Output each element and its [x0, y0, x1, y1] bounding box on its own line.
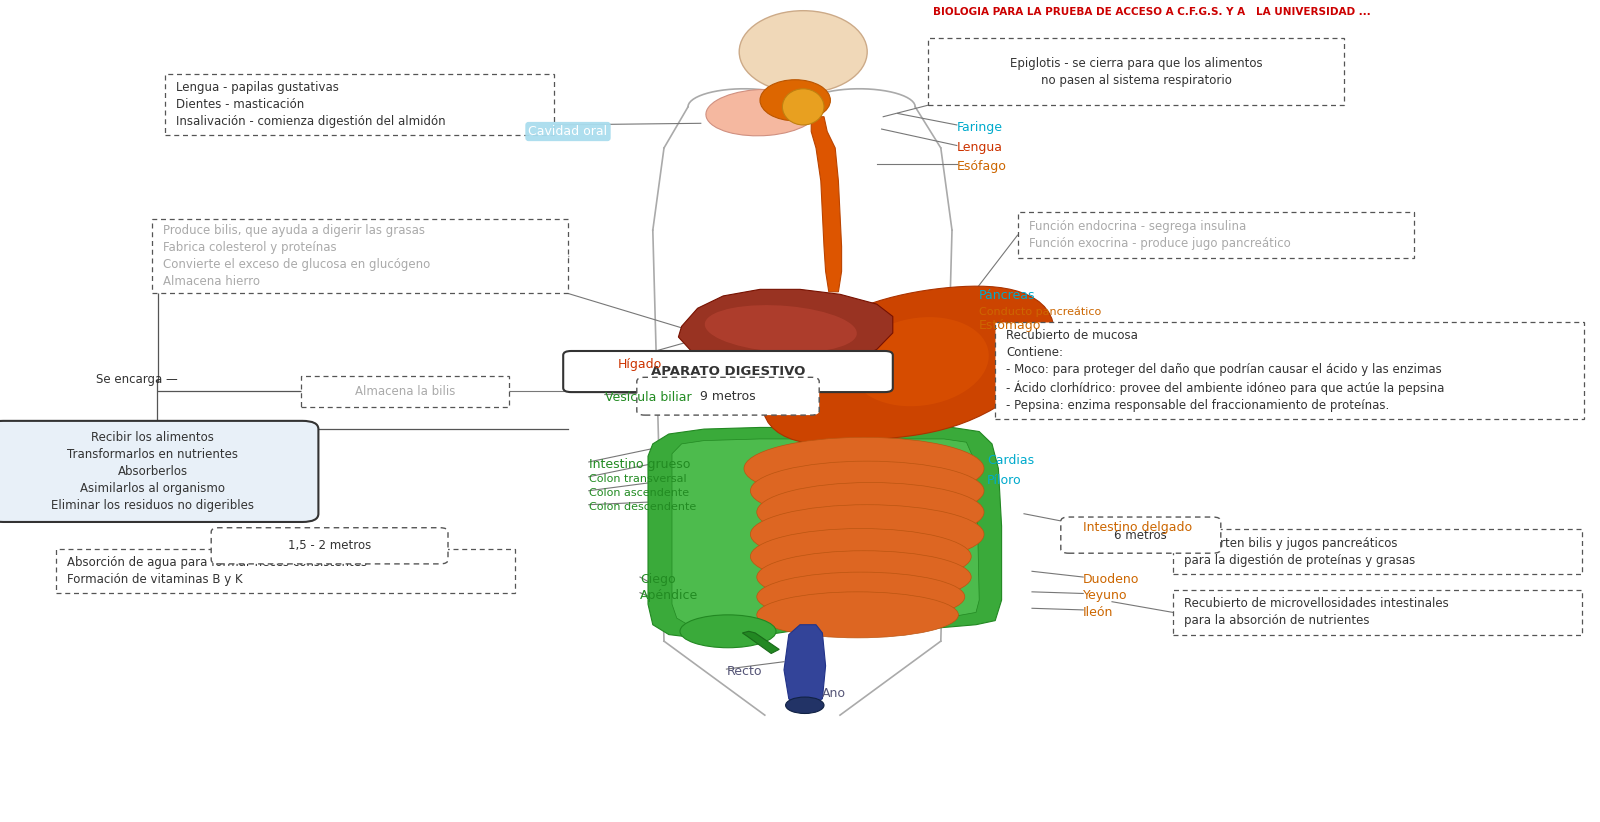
Polygon shape	[678, 289, 893, 376]
Text: Recto: Recto	[726, 665, 762, 678]
Text: Vesícula biliar: Vesícula biliar	[605, 390, 691, 404]
Text: Intestino grueso: Intestino grueso	[589, 458, 690, 471]
Text: Hígado: Hígado	[618, 358, 662, 371]
Text: BIOLOGIA PARA LA PRUEBA DE ACCESO A C.F.G.S. Y A   LA UNIVERSIDAD ...: BIOLOGIA PARA LA PRUEBA DE ACCESO A C.F.…	[933, 7, 1371, 16]
Text: Faringe: Faringe	[957, 121, 1003, 134]
FancyBboxPatch shape	[1061, 517, 1221, 553]
FancyBboxPatch shape	[637, 377, 819, 415]
Text: APARATO DIGESTIVO: APARATO DIGESTIVO	[651, 365, 805, 378]
Polygon shape	[648, 427, 1002, 638]
FancyBboxPatch shape	[56, 549, 515, 593]
Text: Lengua - papilas gustativas
Dientes - masticación
Insalivación - comienza digest: Lengua - papilas gustativas Dientes - ma…	[176, 81, 446, 128]
Ellipse shape	[760, 80, 830, 121]
Polygon shape	[718, 372, 763, 413]
Text: 9 metros: 9 metros	[701, 390, 755, 403]
Polygon shape	[672, 439, 979, 627]
Text: Función endocrina - segrega insulina
Función exocrina - produce jugo pancreático: Función endocrina - segrega insulina Fun…	[1029, 220, 1291, 250]
Polygon shape	[763, 286, 1054, 444]
Text: Cavidad oral: Cavidad oral	[528, 125, 608, 138]
Text: Intestino delgado: Intestino delgado	[1083, 521, 1192, 534]
Text: Duodeno: Duodeno	[1083, 573, 1139, 586]
Ellipse shape	[757, 483, 984, 542]
Text: Cardias: Cardias	[987, 454, 1034, 467]
Text: Páncreas: Páncreas	[979, 289, 1035, 302]
Text: Píloro: Píloro	[987, 474, 1022, 487]
FancyBboxPatch shape	[301, 376, 509, 407]
Text: Ileón: Ileón	[1083, 606, 1114, 619]
Ellipse shape	[704, 305, 858, 353]
Text: Ano: Ano	[822, 687, 846, 700]
Polygon shape	[784, 90, 822, 107]
Ellipse shape	[757, 551, 971, 603]
FancyBboxPatch shape	[995, 322, 1584, 419]
FancyBboxPatch shape	[165, 74, 554, 135]
Text: Recubierto de mucosa
Contiene:
- Moco: para proteger del daño que podrían causar: Recubierto de mucosa Contiene: - Moco: p…	[1006, 329, 1445, 413]
Polygon shape	[784, 625, 826, 704]
FancyBboxPatch shape	[928, 38, 1344, 105]
Text: Produce bilis, que ayuda a digerir las grasas
Fabrica colesterol y proteínas
Con: Produce bilis, que ayuda a digerir las g…	[163, 224, 430, 289]
Polygon shape	[742, 631, 779, 653]
Ellipse shape	[757, 572, 965, 621]
Text: Yeyuno: Yeyuno	[1083, 589, 1128, 603]
Text: Se encarga —: Se encarga —	[96, 373, 178, 386]
FancyBboxPatch shape	[152, 219, 568, 293]
Text: Esófago: Esófago	[957, 160, 1006, 173]
Ellipse shape	[786, 697, 824, 713]
FancyBboxPatch shape	[1173, 590, 1582, 635]
FancyBboxPatch shape	[563, 351, 893, 392]
Text: Ciego: Ciego	[640, 573, 675, 586]
Ellipse shape	[757, 592, 958, 638]
Text: Lengua: Lengua	[957, 141, 1003, 155]
FancyBboxPatch shape	[0, 421, 318, 522]
Text: Absorción de agua para formar heces consistentes
Formación de vitaminas B y K: Absorción de agua para formar heces cons…	[67, 556, 368, 586]
Text: Colon transversal: Colon transversal	[589, 474, 686, 484]
Ellipse shape	[851, 317, 989, 406]
Text: 1,5 - 2 metros: 1,5 - 2 metros	[288, 539, 371, 552]
Text: Recibir los alimentos
Transformarlos en nutrientes
Absorberlos
Asimilarlos al or: Recibir los alimentos Transformarlos en …	[51, 431, 254, 512]
Ellipse shape	[782, 89, 824, 125]
Text: Almacena la bilis: Almacena la bilis	[355, 385, 454, 398]
Text: Conducto pancreático: Conducto pancreático	[979, 307, 1101, 316]
Ellipse shape	[739, 11, 867, 93]
Text: Apéndice: Apéndice	[640, 589, 698, 602]
Text: Recubierto de microvellosidades intestinales
para la absorción de nutrientes: Recubierto de microvellosidades intestin…	[1184, 598, 1448, 627]
Text: Estómago: Estómago	[979, 319, 1042, 332]
Ellipse shape	[744, 437, 984, 500]
FancyBboxPatch shape	[1173, 529, 1582, 574]
Text: 6 metros: 6 metros	[1115, 529, 1166, 542]
Ellipse shape	[750, 529, 971, 584]
FancyBboxPatch shape	[1018, 212, 1414, 258]
Text: Colon ascendente: Colon ascendente	[589, 488, 690, 498]
Ellipse shape	[750, 505, 984, 564]
Text: Se vierten bilis y jugos pancreáticos
para la digestión de proteínas y grasas: Se vierten bilis y jugos pancreáticos pa…	[1184, 537, 1416, 566]
Text: Epiglotis - se cierra para que los alimentos
no pasen al sistema respiratorio: Epiglotis - se cierra para que los alime…	[1010, 57, 1262, 86]
Ellipse shape	[680, 615, 776, 648]
Ellipse shape	[750, 461, 984, 520]
Polygon shape	[840, 304, 995, 330]
Polygon shape	[811, 117, 842, 292]
FancyBboxPatch shape	[211, 528, 448, 564]
Ellipse shape	[706, 90, 818, 136]
Text: Colon descendente: Colon descendente	[589, 502, 696, 512]
